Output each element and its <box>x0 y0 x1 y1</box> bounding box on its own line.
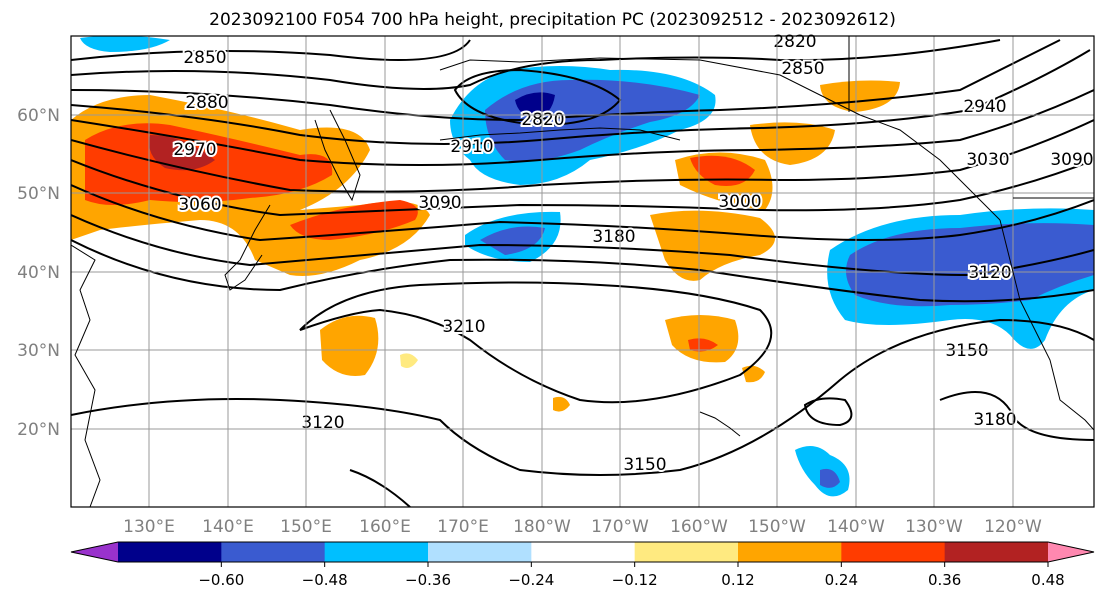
coastline-asia <box>71 244 101 507</box>
precip-positive-region <box>650 210 775 281</box>
lon-label: 120°W <box>984 517 1042 537</box>
precip-positive-region <box>149 135 215 171</box>
lon-label: 140°W <box>827 517 885 537</box>
contour-label: 2940 <box>963 97 1006 117</box>
coastline-alaska <box>439 57 1001 221</box>
map-frame <box>70 35 1095 508</box>
colorbar-tick-label: 0.12 <box>721 571 754 589</box>
colorbar: −0.60 −0.48 −0.36 −0.24 −0.12 0.12 0.24 0.36 0.4… <box>70 541 1095 589</box>
lat-label: 60°N <box>17 106 60 126</box>
colorbar-bin <box>324 542 429 562</box>
precip-positive-region <box>688 338 718 352</box>
contour-label: 2910 <box>450 137 493 157</box>
contour-label: 3090 <box>418 193 461 213</box>
precip-negative-region <box>80 36 170 52</box>
contour-label: 3180 <box>592 227 635 247</box>
contour-label: 3060 <box>178 195 221 215</box>
coastline-north-america <box>999 219 1094 431</box>
precip-positive-region <box>690 155 755 186</box>
lon-label: 130°W <box>905 517 963 537</box>
colorbar-tick-label: −0.48 <box>302 571 348 589</box>
precip-positive-region <box>820 80 900 112</box>
lat-label: 20°N <box>17 420 60 440</box>
coastlines <box>71 36 1094 507</box>
colorbar-tick-label: −0.24 <box>508 571 554 589</box>
coastline-kamchatka <box>314 109 361 202</box>
contour-label: 3210 <box>442 317 485 337</box>
precip-negative-region <box>846 223 1094 307</box>
lon-label: 170°W <box>591 517 649 537</box>
lon-label: 140°E <box>202 517 254 537</box>
colorbar-outline <box>70 541 1095 563</box>
precip-negative-region <box>515 92 555 120</box>
precip-negative-region <box>480 226 545 255</box>
precip-positive-region <box>85 123 333 205</box>
precip-negative-region <box>820 468 840 488</box>
lon-label: 150°W <box>748 517 806 537</box>
coastline-japan <box>224 204 271 291</box>
colorbar-tick-label: −0.60 <box>198 571 244 589</box>
colorbar-tick-label: 0.24 <box>825 571 858 589</box>
graticule <box>71 36 1094 507</box>
colorbar-bin <box>738 542 842 562</box>
contour-label: 2850 <box>781 59 824 79</box>
colorbar-bin <box>118 542 222 562</box>
colorbar-bin <box>221 542 326 562</box>
lon-label: 160°E <box>359 517 411 537</box>
colorbar-bin <box>531 542 636 562</box>
latitude-labels: 60°N 50°N 40°N 30°N 20°N <box>17 106 60 440</box>
precip-positive-region <box>320 315 379 376</box>
lat-label: 50°N <box>17 184 60 204</box>
colorbar-tick-label: 0.36 <box>928 571 961 589</box>
lat-label: 30°N <box>17 341 60 361</box>
colorbar-tick-label: −0.12 <box>612 571 658 589</box>
lon-label: 180°W <box>513 517 571 537</box>
coastline-aleutians <box>439 127 681 141</box>
precip-positive-region <box>553 396 570 412</box>
lat-label: 40°N <box>17 263 60 283</box>
contour-label: 2820 <box>521 110 564 130</box>
contour-label: 3000 <box>718 192 761 212</box>
precip-positive-region <box>750 122 835 165</box>
colorbar-bin <box>841 542 946 562</box>
chart-title: 2023092100 F054 700 hPa height, precipit… <box>209 10 896 30</box>
colorbar-bin <box>944 542 1049 562</box>
contour-label: 3150 <box>945 341 988 361</box>
lon-label: 150°E <box>280 517 332 537</box>
contour-label: 2820 <box>773 32 816 52</box>
colorbar-tick-label: 0.48 <box>1031 571 1064 589</box>
contour-label: 2970 <box>173 140 216 160</box>
colorbar-extend-max <box>1048 542 1094 562</box>
border-canada-us <box>848 36 1094 199</box>
contour-label: 3120 <box>301 413 344 433</box>
contour-label: 3180 <box>973 410 1016 430</box>
colorbar-bin <box>428 542 532 562</box>
coastline-hawaii <box>699 411 741 437</box>
colorbar-bin <box>634 542 739 562</box>
colorbar-extend-min <box>71 542 118 562</box>
colorbar-tick-label: −0.36 <box>405 571 451 589</box>
contour-label: 2880 <box>185 93 228 113</box>
precip-positive-region <box>400 353 418 368</box>
contour-labels: 2820 2820 2850 2850 2880 2910 2940 2970 … <box>171 30 1095 477</box>
contour-label: 3030 <box>966 150 1009 170</box>
contour-label: 3120 <box>968 263 1011 283</box>
contour-label: 2850 <box>183 48 226 68</box>
lon-label: 170°E <box>437 517 489 537</box>
contour-label: 3090 <box>1050 150 1093 170</box>
lon-label: 160°W <box>670 517 728 537</box>
lon-label: 130°E <box>123 517 175 537</box>
contour-label: 3150 <box>623 455 666 475</box>
longitude-labels: 130°E 140°E 150°E 160°E 170°E 180°W 170°… <box>123 517 1042 537</box>
